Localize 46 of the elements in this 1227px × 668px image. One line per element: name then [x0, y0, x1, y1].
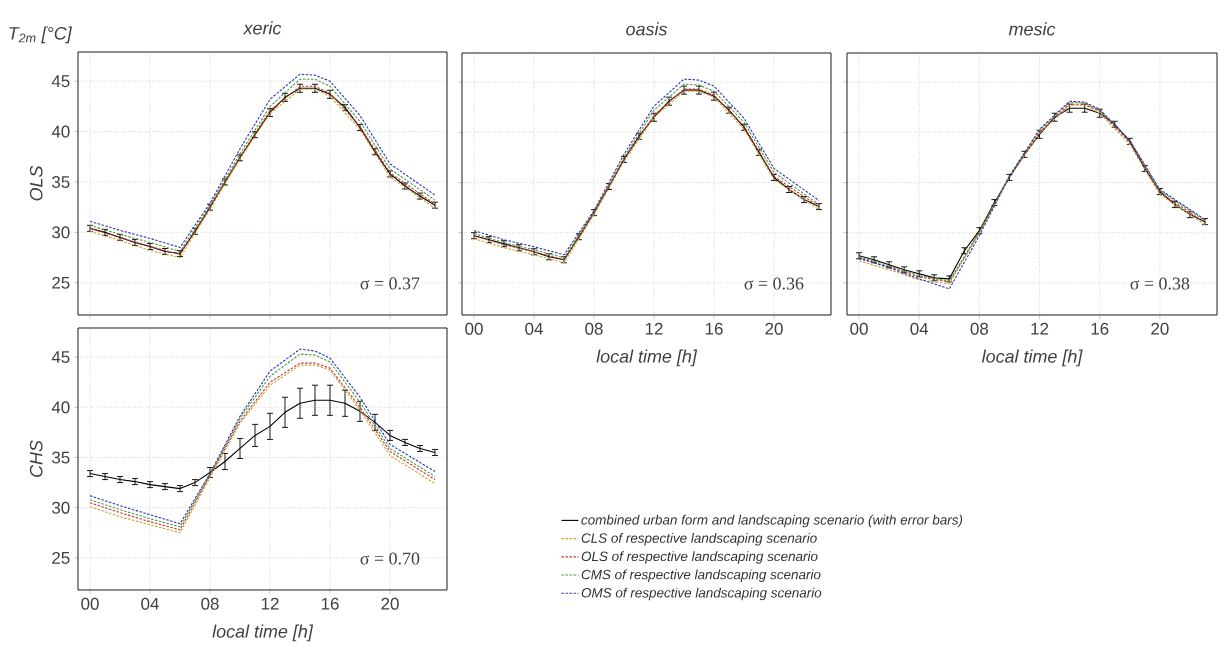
x-tick-label: 12	[261, 597, 279, 610]
x-tick-label: 08	[585, 322, 603, 335]
x-tick-label: 08	[970, 322, 989, 335]
x-tick-label: 20	[1151, 322, 1169, 335]
x-tick-label: 12	[1031, 322, 1049, 335]
y-tick-label: 35	[52, 175, 70, 188]
x-tick-label: 04	[141, 597, 159, 610]
x-axis-title: local time [h]	[212, 624, 314, 642]
y-tick-label: 45	[51, 75, 70, 88]
x-tick-label: 20	[765, 322, 783, 335]
x-tick-label: 20	[381, 597, 399, 610]
y-tick-label: 30	[52, 501, 70, 514]
x-tick-label: 16	[321, 597, 339, 610]
x-tick-label: 04	[525, 322, 543, 335]
y-tick-label: 25	[52, 551, 70, 564]
y-tick-label: 30	[52, 226, 70, 239]
x-tick-label: 08	[201, 597, 219, 610]
legend-label: OLS of respective landscaping scenario	[581, 551, 818, 564]
chart-title: mesic	[1008, 22, 1056, 36]
y-axis-title: OLS	[29, 165, 43, 201]
annotation: σ = 0.38	[1130, 277, 1190, 290]
y-tick-label: 25	[52, 276, 70, 289]
chart-title: xeric	[242, 21, 282, 35]
annotation: σ = 0.37	[360, 277, 420, 290]
x-tick-label: 16	[705, 322, 723, 335]
x-tick-label: 16	[1091, 322, 1109, 335]
annotation: σ = 0.36	[744, 277, 804, 290]
text: T$_{2m}$ [°C]	[9, 26, 73, 44]
annotation: σ = 0.70	[360, 552, 420, 565]
x-tick-label: 12	[645, 322, 663, 335]
y-tick-label: 40	[51, 125, 70, 138]
y-tick-label: 45	[51, 351, 70, 364]
legend-label: CMS of respective landscaping scenario	[581, 569, 821, 582]
x-tick-label: 04	[910, 322, 929, 335]
y-tick-label: 40	[51, 401, 70, 414]
x-tick-label: 00	[465, 322, 483, 335]
x-tick-label: 00	[81, 597, 99, 610]
x-axis-title: local time [h]	[596, 349, 698, 367]
chart-title: oasis	[626, 22, 668, 36]
y-axis-title: CHS	[29, 440, 43, 477]
legend-label: CLS of respective landscaping scenario	[581, 533, 817, 546]
x-axis-title: local time [h]	[981, 349, 1083, 367]
legend-label: combined urban form and landscaping scenario (with error bars)	[581, 514, 963, 528]
legend-label: OMS of respective landscaping scenario	[581, 587, 822, 601]
y-tick-label: 35	[52, 451, 70, 464]
x-tick-label: 00	[850, 322, 868, 335]
